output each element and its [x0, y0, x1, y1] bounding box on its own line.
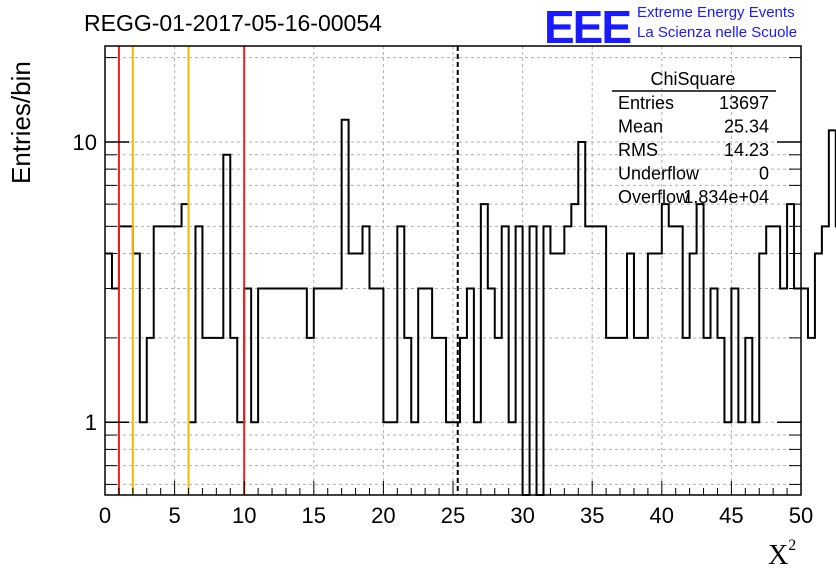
x-tick-label: 25 — [441, 503, 465, 528]
histogram-series — [105, 118, 836, 496]
stats-row-label: Mean — [618, 117, 663, 137]
stats-row-value: 13697 — [719, 93, 769, 113]
brand-line-1: Extreme Energy Events — [637, 4, 795, 21]
x-tick-label: 50 — [789, 503, 813, 528]
x-tick-label: 40 — [650, 503, 674, 528]
x-tick-label: 0 — [99, 503, 111, 528]
stats-row-label: Overflow — [618, 187, 690, 207]
x-axis-label-main: X — [768, 540, 789, 571]
x-tick-label: 30 — [510, 503, 534, 528]
stats-row-value: 25.34 — [724, 117, 769, 137]
x-axis-label: X2 — [768, 537, 796, 572]
x-tick-label: 45 — [719, 503, 743, 528]
brand-line-2: La Scienza nelle Scuole — [637, 24, 798, 41]
x-tick-label: 5 — [168, 503, 180, 528]
eee-logo: EEE — [544, 1, 632, 53]
stats-row-label: Underflow — [618, 164, 700, 184]
chart-title: REGG-01-2017-05-16-00054 — [84, 10, 382, 36]
x-tick-label: 35 — [580, 503, 604, 528]
y-tick-label: 1 — [85, 410, 97, 435]
stats-row-label: Entries — [618, 93, 674, 113]
y-tick-label: 10 — [73, 130, 97, 155]
stats-box-title: ChiSquare — [650, 69, 735, 89]
stats-row-value: 0 — [759, 164, 769, 184]
x-tick-label: 15 — [302, 503, 326, 528]
stats-row-value: 14.23 — [724, 140, 769, 160]
stats-row-label: RMS — [618, 140, 658, 160]
stats-row-value: 1.834e+04 — [683, 187, 769, 207]
x-axis-label-superscript: 2 — [788, 537, 797, 554]
x-tick-label: 10 — [232, 503, 256, 528]
x-tick-label: 20 — [371, 503, 395, 528]
